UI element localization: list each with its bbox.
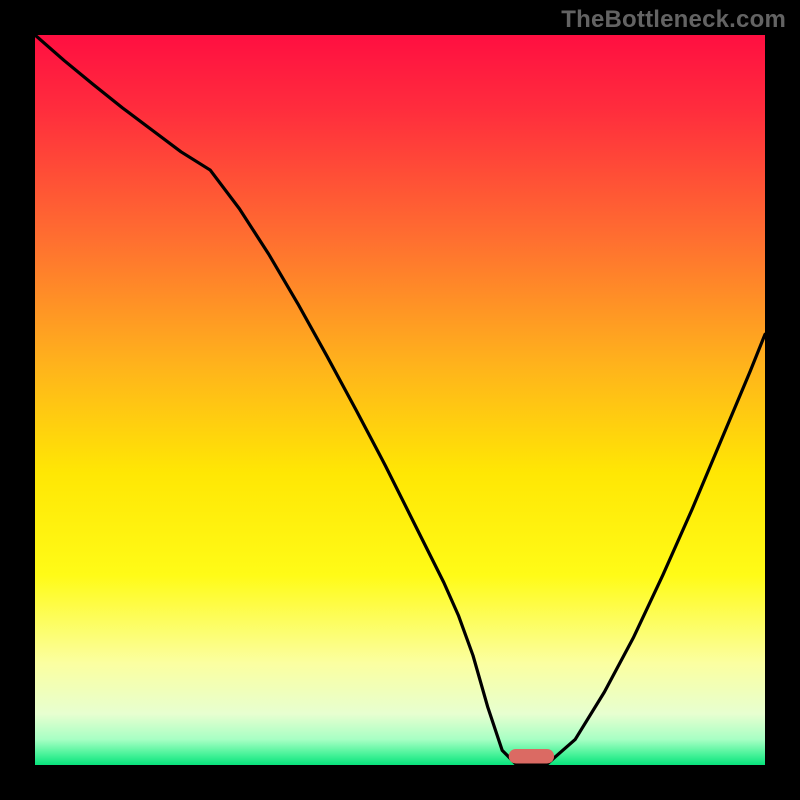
optimal-marker [509,749,554,764]
watermark-label: TheBottleneck.com [561,6,786,34]
gradient-background [35,35,765,765]
chart-frame: TheBottleneck.com [0,0,800,800]
bottleneck-chart [35,35,765,765]
